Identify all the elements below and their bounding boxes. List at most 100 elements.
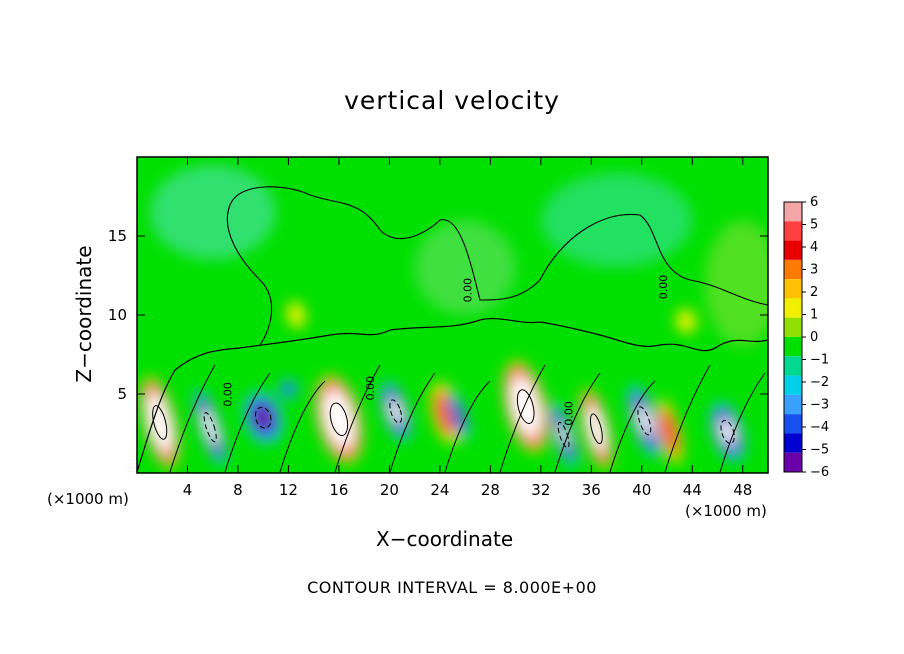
contour-segment [719,372,766,473]
velocity-cell [675,308,697,334]
contour-segment [389,372,436,473]
x-tick-label: 44 [683,481,702,499]
colorbar-segment [784,356,802,376]
colorbar-tick-label: −6 [810,465,829,480]
cell-contour [152,405,168,440]
field-patch [414,220,516,315]
x-tick-label: 4 [183,481,193,499]
cell-level [664,418,676,446]
x-unit-right: (×1000 m) [685,502,767,520]
colorbar-segment [784,202,802,222]
velocity-cell [315,375,363,464]
x-tick-label: 36 [582,481,601,499]
contour-segment [224,372,271,473]
colorbar-tick-label: 5 [810,218,818,233]
contour-lines: 0.00 0.00 0.00 0.00 0.00 [137,186,768,473]
velocity-cell [447,391,470,441]
y-tick-label: 5 [117,385,127,403]
y-tick-label: 15 [108,227,127,245]
velocity-cell [194,388,227,467]
x-tick-label: 12 [279,481,298,499]
cell-contour [557,421,570,449]
cell-level [284,385,293,394]
field-patch [704,220,768,347]
contour-value-label: 0.00 [461,278,474,303]
velocity-cell [286,301,306,329]
colorbar: 6 5 4 3 2 1 0 −1 −2 −3 −4 −5 −6 [783,195,829,480]
colorbar-tick-label: 1 [810,308,818,323]
contour-segment [609,380,656,473]
velocity-cell [243,390,284,445]
cell-contour [389,399,403,424]
colorbar-segment [784,394,802,415]
contour-segment [169,364,216,473]
x-tick-label: 20 [380,481,399,499]
x-tick-label: 32 [531,481,550,499]
contour-value-label: 0.00 [657,275,670,300]
contour-segment [499,364,546,473]
x-unit-left: (×1000 m) [47,490,129,508]
y-tick-label: 10 [108,306,127,324]
colorbar-tick-label: −5 [810,443,829,458]
cell-level [202,407,219,447]
contour-value-label: 0.00 [222,382,235,407]
colorbar-segment [784,221,802,241]
field-blur-layer [140,164,768,469]
cell-level [590,414,602,443]
colorbar-segment [784,452,802,472]
cell-contour [329,402,349,436]
cell-contour [254,406,272,429]
cell-level [388,397,403,425]
colorbar-tick-label: 0 [810,330,818,345]
colorbar-tick-label: −2 [810,375,829,390]
velocity-cell [709,401,746,463]
chart-title: vertical velocity [344,86,560,115]
velocity-cell [278,379,299,400]
contour-segment [554,372,601,473]
contour-value-label: 0.00 [364,376,377,401]
colorbar-tick-label: −4 [810,420,829,435]
x-axis-label: X−coordinate [376,527,514,551]
cell-level [454,406,464,426]
colorbar-tick-label: 2 [810,285,818,300]
colorbar-tick-label: 4 [810,240,818,255]
contour-interval-note: CONTOUR INTERVAL = 8.000E+00 [307,578,597,597]
x-tick-label: 16 [329,481,348,499]
zero-contour [137,318,768,473]
colorbar-segment [784,240,802,260]
colorbar-segment [784,337,802,357]
cell-contour [720,419,735,444]
x-tick-label: 8 [233,481,243,499]
colorbar-segment [784,433,802,453]
cell-level [515,386,536,427]
cell-contour [637,406,652,436]
contour-segment [279,380,326,473]
cell-contour [516,389,535,424]
cell-level [675,308,697,334]
velocity-field [137,157,768,473]
x-tick-label: 28 [481,481,500,499]
upper-contour [229,186,768,306]
contour-value-label: 0.00 [562,401,575,426]
left-contour [226,204,273,346]
colorbar-tick-label: −3 [810,398,829,413]
x-tick-label: 40 [632,481,651,499]
cell-contour [589,413,603,445]
colorbar-tick-label: 6 [810,195,818,210]
cell-contour [203,412,217,443]
colorbar-tick-label: 3 [810,263,818,278]
cell-level [558,422,569,448]
colorbar-tick-label: −1 [810,353,829,368]
contour-segment [664,364,711,473]
contour-segment [444,380,491,473]
field-patch [540,172,693,268]
colorbar-segment [784,298,802,318]
contour-segment [334,364,381,473]
cell-level [286,301,306,329]
cell-level [636,404,652,438]
colorbar-segment [784,375,802,395]
colorbar-segment [784,259,802,280]
colorbar-segment [784,414,802,434]
